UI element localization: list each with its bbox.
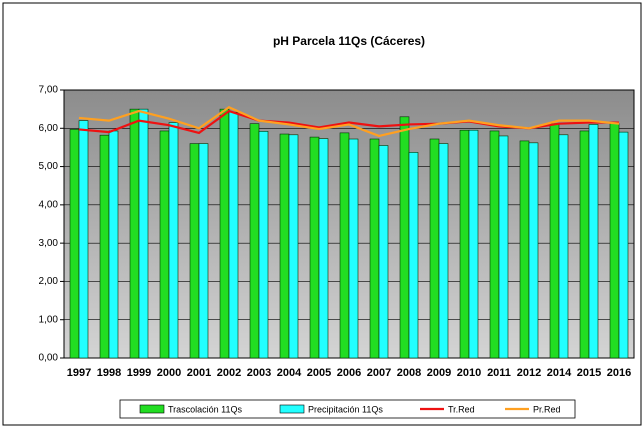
x-tick-label: 2014	[547, 367, 572, 379]
bar	[339, 132, 350, 359]
bar	[579, 130, 590, 359]
x-tick-label: 2008	[397, 367, 421, 379]
y-tick-label: 7,00	[39, 85, 59, 96]
x-tick-label: 2000	[157, 367, 181, 379]
bar	[549, 123, 560, 359]
bar	[348, 138, 359, 359]
bar	[519, 140, 530, 359]
bar	[228, 111, 239, 359]
bar	[459, 129, 470, 359]
x-tick-label: 1998	[97, 367, 121, 379]
chart-title: pH Parcela 11Qs (Cáceres)	[273, 34, 425, 48]
y-tick-label: 1,00	[39, 314, 59, 325]
x-tick-label: 2012	[517, 367, 541, 379]
legend-label: Precipitación 11Qs	[308, 404, 383, 414]
y-tick-label: 6,00	[39, 123, 59, 134]
legend-box	[119, 399, 576, 419]
bar	[378, 145, 389, 359]
y-tick-label: 5,00	[39, 161, 59, 172]
legend-label: Trascolación 11Qs	[168, 404, 243, 414]
x-tick-label: 2007	[367, 367, 391, 379]
bar	[159, 130, 170, 359]
bar	[108, 130, 119, 359]
bar	[309, 136, 320, 359]
x-tick-label: 2003	[247, 367, 271, 379]
y-tick-label: 2,00	[39, 276, 59, 287]
bar	[69, 129, 80, 359]
bar	[138, 108, 149, 359]
bar	[129, 108, 140, 359]
bar	[498, 135, 509, 359]
x-tick-label: 2002	[217, 367, 241, 379]
bar	[198, 143, 209, 359]
x-tick-label: 2009	[427, 367, 451, 379]
bar	[249, 123, 260, 359]
x-tick-label: 2001	[187, 367, 211, 379]
bar	[219, 108, 230, 359]
bar	[168, 122, 179, 359]
x-tick-label: 1997	[67, 367, 91, 379]
y-tick-label: 3,00	[39, 238, 59, 249]
bar	[78, 120, 89, 359]
bar	[99, 134, 110, 359]
bar	[189, 143, 200, 359]
legend-label: Pr.Red	[533, 404, 561, 414]
x-tick-label: 1999	[127, 367, 151, 379]
x-tick-label: 2011	[487, 367, 511, 379]
bar	[279, 133, 290, 359]
bar	[399, 116, 410, 359]
bar	[408, 152, 419, 359]
bar	[609, 123, 620, 359]
line-series	[78, 105, 620, 138]
x-tick-label: 2015	[577, 367, 601, 379]
legend-swatch	[139, 404, 165, 414]
legend-swatch	[279, 404, 305, 414]
x-tick-label: 2016	[607, 367, 631, 379]
x-tick-label: 2010	[457, 367, 481, 379]
bar	[528, 142, 539, 359]
bar	[558, 134, 569, 359]
x-tick-label: 2006	[337, 367, 361, 379]
x-tick-label: 2004	[277, 367, 302, 379]
bar	[369, 138, 380, 359]
legend-label: Tr.Red	[448, 404, 475, 414]
x-tick-label: 2005	[307, 367, 331, 379]
bar	[258, 131, 269, 359]
bar	[588, 124, 599, 359]
bar	[429, 138, 440, 359]
bar	[318, 138, 329, 359]
y-tick-label: 0,00	[39, 353, 59, 364]
bar	[438, 143, 449, 359]
bar	[489, 130, 500, 359]
bar	[618, 131, 629, 359]
bar	[288, 134, 299, 359]
bar	[468, 129, 479, 359]
y-tick-label: 4,00	[39, 199, 59, 210]
